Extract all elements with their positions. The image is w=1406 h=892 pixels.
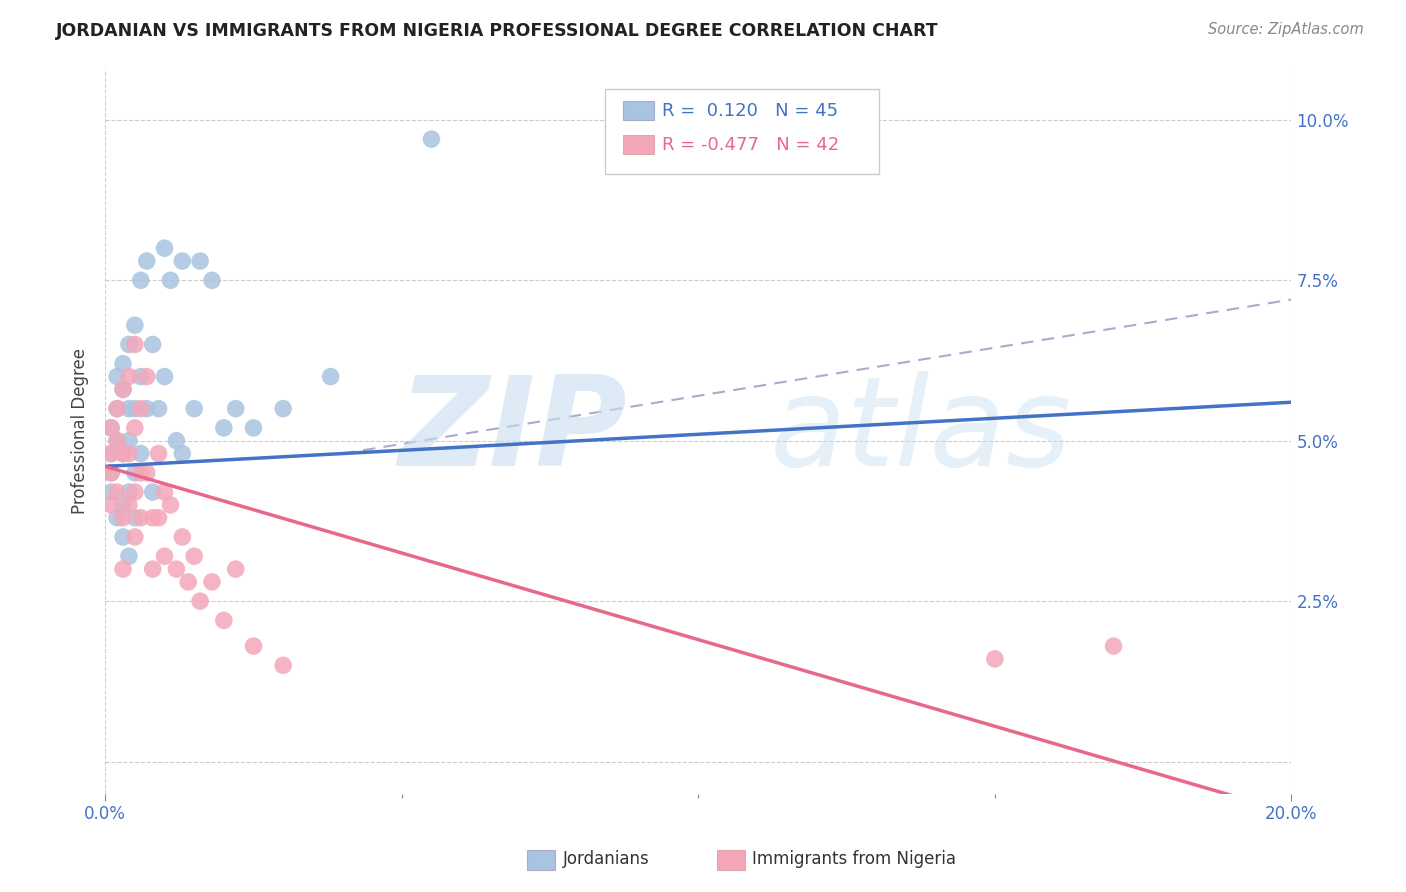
Point	[225, 562, 247, 576]
Point	[172, 254, 194, 268]
Point	[124, 421, 146, 435]
Point	[129, 446, 152, 460]
Point	[111, 510, 134, 524]
Point	[105, 401, 128, 416]
Point	[118, 549, 141, 564]
Y-axis label: Professional Degree: Professional Degree	[72, 348, 89, 514]
Point	[111, 562, 134, 576]
Point	[1102, 639, 1125, 653]
Text: ZIP: ZIP	[398, 370, 627, 491]
Point	[142, 510, 165, 524]
Point	[188, 594, 211, 608]
Point	[201, 574, 224, 589]
Point	[100, 466, 122, 480]
Point	[165, 434, 187, 448]
Text: R =  0.120   N = 45: R = 0.120 N = 45	[662, 102, 838, 120]
Point	[242, 639, 264, 653]
Point	[242, 421, 264, 435]
Point	[111, 530, 134, 544]
Point	[129, 273, 152, 287]
Point	[142, 485, 165, 500]
Point	[420, 132, 443, 146]
Point	[118, 434, 141, 448]
Point	[118, 401, 141, 416]
Point	[118, 498, 141, 512]
Point	[148, 401, 170, 416]
Point	[105, 510, 128, 524]
Point	[124, 530, 146, 544]
Point	[153, 549, 176, 564]
Point	[111, 357, 134, 371]
Point	[153, 369, 176, 384]
Point	[177, 574, 200, 589]
Point	[153, 485, 176, 500]
Point	[124, 466, 146, 480]
Point	[319, 369, 342, 384]
Point	[142, 337, 165, 351]
Text: atlas: atlas	[769, 370, 1071, 491]
Point	[100, 446, 122, 460]
Point	[172, 446, 194, 460]
Point	[212, 614, 235, 628]
Point	[148, 510, 170, 524]
Point	[111, 446, 134, 460]
Point	[271, 658, 294, 673]
Point	[129, 401, 152, 416]
Point	[129, 510, 152, 524]
Point	[153, 241, 176, 255]
Point	[105, 434, 128, 448]
Point	[111, 446, 134, 460]
Point	[100, 498, 122, 512]
Point	[183, 401, 205, 416]
Point	[100, 421, 122, 435]
Point	[135, 254, 157, 268]
Point	[188, 254, 211, 268]
Point	[183, 549, 205, 564]
Point	[201, 273, 224, 287]
Point	[111, 383, 134, 397]
Point	[124, 485, 146, 500]
Point	[212, 421, 235, 435]
Point	[142, 562, 165, 576]
Point	[159, 498, 181, 512]
Point	[984, 652, 1007, 666]
Point	[100, 466, 122, 480]
Point	[165, 562, 187, 576]
Point	[124, 318, 146, 333]
Point	[148, 446, 170, 460]
Text: Immigrants from Nigeria: Immigrants from Nigeria	[752, 850, 956, 868]
Point	[100, 446, 122, 460]
Point	[271, 401, 294, 416]
Point	[129, 466, 152, 480]
Point	[124, 510, 146, 524]
Point	[118, 337, 141, 351]
Point	[100, 421, 122, 435]
Point	[100, 485, 122, 500]
Point	[135, 401, 157, 416]
Point	[105, 485, 128, 500]
Text: R = -0.477   N = 42: R = -0.477 N = 42	[662, 136, 839, 154]
Point	[105, 369, 128, 384]
Point	[124, 401, 146, 416]
Point	[105, 401, 128, 416]
Point	[225, 401, 247, 416]
Point	[118, 369, 141, 384]
Point	[172, 530, 194, 544]
Point	[118, 446, 141, 460]
Point	[111, 498, 134, 512]
Point	[124, 337, 146, 351]
Point	[118, 485, 141, 500]
Point	[135, 369, 157, 384]
Point	[129, 369, 152, 384]
Point	[159, 273, 181, 287]
Text: Source: ZipAtlas.com: Source: ZipAtlas.com	[1208, 22, 1364, 37]
Text: JORDANIAN VS IMMIGRANTS FROM NIGERIA PROFESSIONAL DEGREE CORRELATION CHART: JORDANIAN VS IMMIGRANTS FROM NIGERIA PRO…	[56, 22, 939, 40]
Point	[111, 383, 134, 397]
Point	[105, 434, 128, 448]
Point	[135, 466, 157, 480]
Text: Jordanians: Jordanians	[562, 850, 650, 868]
